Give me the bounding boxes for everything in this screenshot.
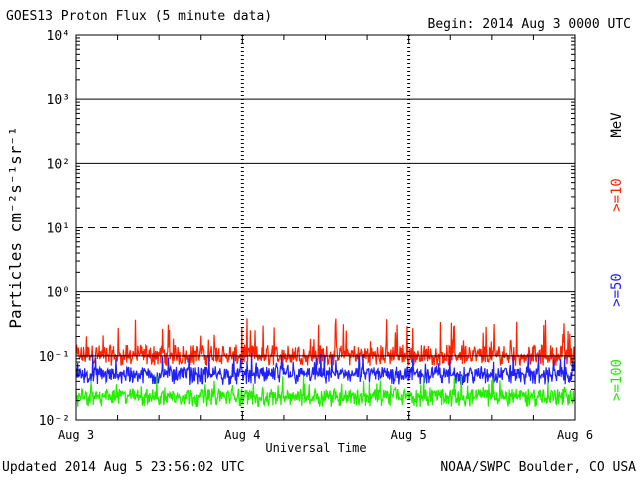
x-tick-label: Aug 4	[224, 428, 260, 442]
x-tick-label: Aug 3	[58, 428, 94, 442]
y-axis-label: Particles cm⁻²s⁻¹sr⁻¹	[6, 126, 25, 328]
y-tick-label: 10⁰	[47, 286, 70, 301]
y-tick-label: 10⁻¹	[39, 350, 70, 365]
legend-label-2: >=100	[609, 359, 625, 401]
x-tick-label: Aug 6	[557, 428, 593, 442]
y-tick-label: 10⁻²	[39, 414, 70, 429]
units-label: MeV	[609, 112, 625, 138]
legend-label-0: >=10	[609, 178, 625, 212]
chart-title: GOES13 Proton Flux (5 minute data)	[6, 9, 273, 24]
legend-label-1: >=50	[609, 273, 625, 307]
x-axis-label: Universal Time	[265, 441, 367, 455]
updated-timestamp: Updated 2014 Aug 5 23:56:02 UTC	[2, 460, 245, 475]
y-tick-label: 10³	[47, 93, 70, 108]
begin-time: Begin: 2014 Aug 3 0000 UTC	[427, 17, 632, 32]
series-line-1	[75, 353, 576, 386]
y-tick-label: 10⁴	[47, 29, 70, 44]
series-line-2	[75, 375, 576, 408]
y-tick-label: 10¹	[47, 222, 70, 237]
x-tick-label: Aug 5	[391, 428, 427, 442]
y-tick-label: 10²	[47, 157, 70, 172]
credit-text: NOAA/SWPC Boulder, CO USA	[440, 460, 636, 475]
